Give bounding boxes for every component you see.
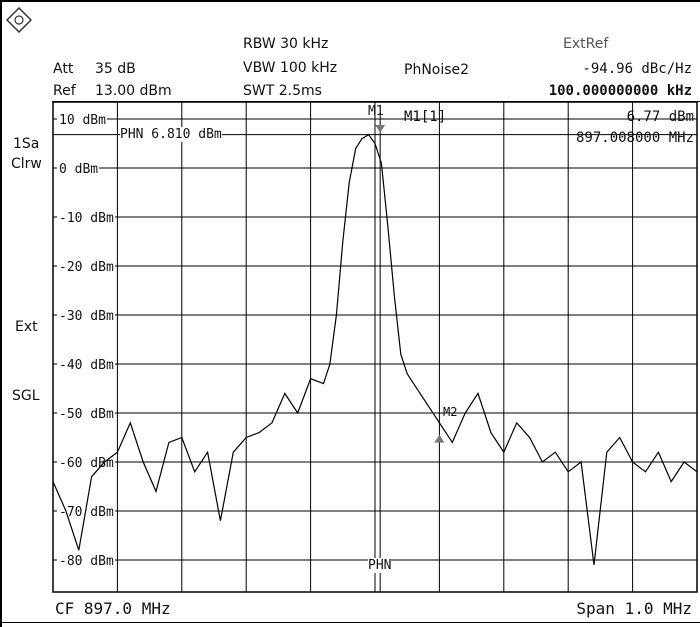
att-label: Att xyxy=(53,61,74,77)
y-tick-bg xyxy=(57,159,99,175)
y-tick-label: -20 dBm xyxy=(59,260,114,275)
y-tick-bg xyxy=(57,551,115,567)
bottom-border xyxy=(0,622,700,623)
offset-value: 100.000000000 kHz xyxy=(548,83,692,99)
span-setting: Span 1.0 MHz xyxy=(576,599,692,618)
marker-frequency: 897.008000 MHz xyxy=(575,130,694,146)
y-tick-bg xyxy=(57,257,115,273)
y-tick-label: -50 dBm xyxy=(59,407,114,422)
y-tick-bg xyxy=(57,110,107,126)
y-tick-label: 10 dBm xyxy=(59,113,106,128)
y-tick-label: -10 dBm xyxy=(59,211,114,226)
y-tick-label: -30 dBm xyxy=(59,309,114,324)
marker-m1-label: M1 xyxy=(368,104,384,119)
y-tick-bg xyxy=(57,355,115,371)
center-frequency: CF 897.0 MHz xyxy=(55,599,171,618)
phn-bottom-label: PHN xyxy=(368,558,392,573)
detector-label: Clrw xyxy=(11,156,42,172)
y-tick-label: -70 dBm xyxy=(59,505,114,520)
grid xyxy=(53,102,697,592)
vbw-setting: VBW 100 kHz xyxy=(243,60,338,76)
y-tick-label: -80 dBm xyxy=(59,554,114,569)
top-border xyxy=(0,0,700,2)
y-tick-labels: 10 dBm 0 dBm -10 dBm -20 dBm -30 dBm -40 dBm -… xyxy=(57,110,115,569)
marker-m1-icon xyxy=(375,124,386,133)
ref-value: 13.00 dBm xyxy=(95,83,172,99)
swt-setting: SWT 2.5ms xyxy=(243,83,322,99)
spectrum-trace xyxy=(52,133,698,565)
marker-m2-label: M2 xyxy=(443,405,458,419)
mode-label: PhNoise2 xyxy=(404,62,470,78)
y-tick-bg xyxy=(57,208,115,224)
phn-line-label: PHN 6.810 dBm xyxy=(120,127,222,142)
marker-level: 6.77 dBm xyxy=(626,109,694,125)
phnoise-value: -94.96 dBc/Hz xyxy=(582,61,692,77)
y-tick-label: 0 dBm xyxy=(59,162,98,177)
marker-m2-icon xyxy=(434,434,445,443)
extref-label: ExtRef xyxy=(563,36,609,52)
left-border xyxy=(0,0,2,627)
ext-label: Ext xyxy=(15,319,38,335)
y-tick-bg xyxy=(57,453,115,469)
rbw-setting: RBW 30 kHz xyxy=(243,36,329,52)
sgl-label: SGL xyxy=(12,388,40,404)
att-value: 35 dB xyxy=(95,61,136,77)
y-tick-label: -60 dBm xyxy=(59,456,114,471)
y-tick-bg xyxy=(57,404,115,420)
logo-icon xyxy=(5,6,33,37)
y-tick-bg xyxy=(57,306,115,322)
marker-readout-label: M1[1] xyxy=(404,109,447,125)
markers xyxy=(375,124,445,443)
plot-border xyxy=(52,101,698,593)
trace-label: 1Sa xyxy=(13,136,40,152)
ref-label: Ref xyxy=(53,83,76,99)
y-tick-label: -40 dBm xyxy=(59,358,114,373)
